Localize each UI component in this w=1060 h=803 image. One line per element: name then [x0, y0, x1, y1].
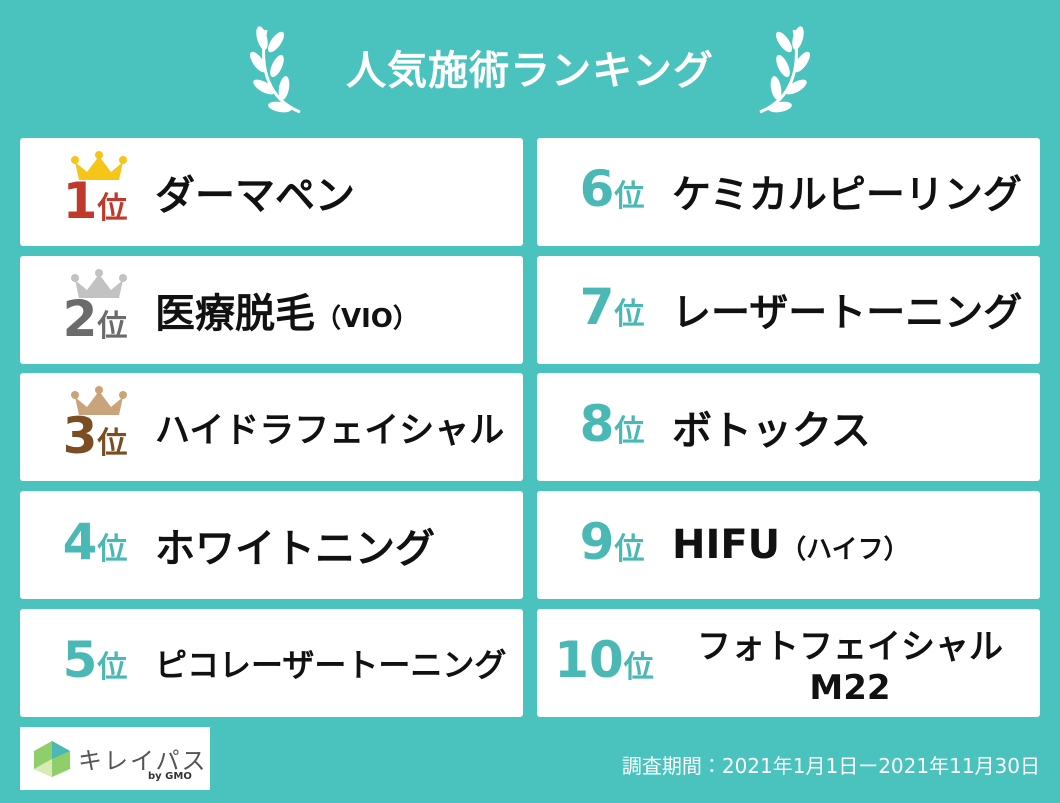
name-note: （VIO）	[315, 304, 419, 334]
ranking-card: 5位 ピコレーザートーニング	[20, 609, 523, 717]
name-text: ピコレーザートーニング	[155, 646, 507, 684]
rank-unit: 位	[614, 414, 645, 449]
rank: 6位	[557, 160, 667, 218]
name-line: ピコレーザートーニング	[155, 640, 511, 686]
name-text: レーザートーニング	[672, 291, 1023, 336]
treatment-name: HIFU（ハイフ）	[672, 491, 1028, 599]
ranking-card: 6位 ケミカルピーリング	[537, 138, 1040, 246]
rank: 3位	[40, 407, 150, 465]
rank-unit: 位	[614, 179, 645, 214]
rank: 2位	[40, 290, 150, 348]
rank-number: 5	[62, 631, 98, 689]
title: 人気施術ランキング	[346, 48, 714, 94]
rank-number: 2	[62, 290, 98, 348]
treatment-name: ハイドラフェイシャル	[155, 373, 511, 481]
ranking-card: 10位 フォトフェイシャル M22	[537, 609, 1040, 717]
name-line: ホワイトニング	[155, 516, 511, 574]
rank-number: 7	[579, 278, 615, 336]
ranking-card: 8位 ボトックス	[537, 373, 1040, 481]
logo-text: キレイパス	[78, 747, 208, 775]
name-text: ホワイトニング	[155, 526, 435, 572]
ranking-card: 1位 ダーマペン	[20, 138, 523, 246]
ranking-card: 7位 レーザートーニング	[537, 256, 1040, 364]
name-line: レーザートーニング	[672, 282, 1028, 338]
name-line: フォトフェイシャル	[697, 619, 1003, 668]
treatment-name: ピコレーザートーニング	[155, 609, 511, 717]
name-line: ボトックス	[672, 398, 1028, 456]
name-text: ケミカルピーリング	[672, 173, 1022, 218]
treatment-name: 医療脱毛（VIO）	[155, 256, 511, 364]
name-line: ハイドラフェイシャル	[155, 402, 511, 453]
treatment-name: ケミカルピーリング	[672, 138, 1028, 246]
crown	[71, 386, 127, 415]
rank-unit: 位	[97, 309, 128, 344]
rank-unit: 位	[97, 650, 128, 685]
survey-period: 調査期間：2021年1月1日ー2021年11月30日	[621, 754, 1040, 778]
rank-number: 10	[554, 631, 624, 689]
rank: 1位	[40, 172, 150, 230]
rank: 7位	[557, 278, 667, 336]
rank: 4位	[40, 513, 150, 571]
laurels	[249, 26, 811, 114]
laurel-left	[249, 26, 301, 114]
name-text: フォトフェイシャル	[697, 626, 1003, 667]
name-line: 医療脱毛（VIO）	[155, 281, 511, 339]
ranking-card: 2位 医療脱毛（VIO）	[20, 256, 523, 364]
treatment-name: ダーマペン	[155, 138, 511, 246]
rank-number: 9	[579, 513, 615, 571]
rank-number: 8	[579, 395, 615, 453]
logo: キレイパス by GMO	[20, 727, 210, 790]
rank: 5位	[40, 631, 150, 689]
rank-number: 6	[579, 160, 615, 218]
name-text: 医療脱毛	[155, 291, 315, 337]
name-text: ハイドラフェイシャル	[155, 410, 505, 451]
rank-unit: 位	[614, 297, 645, 332]
name-text: HIFU	[672, 522, 781, 568]
rank-unit: 位	[614, 532, 645, 567]
crown	[71, 269, 127, 298]
ranking-card: 4位 ホワイトニング	[20, 491, 523, 599]
rank-unit: 位	[623, 650, 654, 685]
name-line: ダーマペン	[155, 163, 511, 221]
name-note: （ハイフ）	[780, 535, 910, 565]
treatment-name: フォトフェイシャル M22	[672, 609, 1028, 717]
rank-unit: 位	[97, 191, 128, 226]
ranking-card: 9位 HIFU（ハイフ）	[537, 491, 1040, 599]
ranking-card: 3位 ハイドラフェイシャル	[20, 373, 523, 481]
name-line: ケミカルピーリング	[672, 164, 1028, 220]
rank-number: 1	[62, 172, 98, 230]
rank-unit: 位	[97, 426, 128, 461]
rank-number: 4	[62, 513, 98, 571]
treatment-name: レーザートーニング	[672, 256, 1028, 364]
name-line: HIFU（ハイフ）	[672, 522, 1028, 568]
rank: 9位	[557, 513, 667, 571]
name-line: M22	[809, 667, 891, 708]
laurel-right	[759, 26, 811, 114]
rank: 8位	[557, 395, 667, 453]
logo-by: by GMO	[148, 771, 192, 782]
treatment-name: ボトックス	[672, 373, 1028, 481]
treatment-name: ホワイトニング	[155, 491, 511, 599]
rank: 10位	[549, 631, 659, 689]
name-text: ボトックス	[672, 408, 871, 454]
name-text: ダーマペン	[155, 173, 355, 219]
rank-number: 3	[62, 407, 98, 465]
rank-unit: 位	[97, 532, 128, 567]
crown	[71, 151, 127, 180]
logo-icon	[34, 741, 70, 777]
